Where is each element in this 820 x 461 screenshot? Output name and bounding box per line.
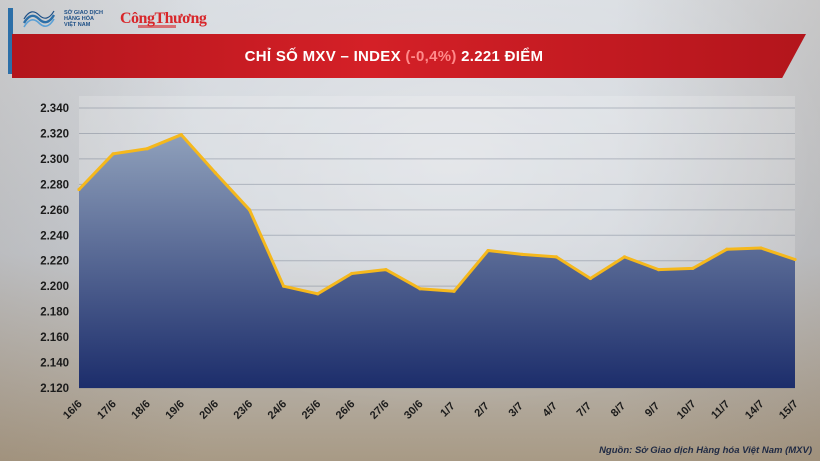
- data-point: [350, 271, 354, 276]
- y-tick-label: 2.120: [40, 383, 69, 395]
- org-line-1: SỞ GIAO DỊCH: [64, 10, 103, 16]
- data-point: [725, 247, 729, 251]
- data-point: [554, 255, 558, 259]
- x-tick-label: 30/6: [402, 398, 426, 422]
- x-tick-label: 18/6: [129, 398, 153, 422]
- area-fill: [79, 134, 795, 388]
- data-point: [384, 268, 388, 272]
- x-tick-label: 17/6: [95, 398, 119, 422]
- x-tick-label: 24/6: [266, 398, 290, 422]
- x-tick-label: 15/7: [777, 398, 801, 422]
- org-line-3: VIỆT NAM: [64, 22, 91, 28]
- y-tick-label: 2.160: [40, 332, 69, 344]
- x-tick-label: 7/7: [575, 400, 594, 419]
- title-banner: CHỈ SỐ MXV – INDEX (-0,4%) 2.221 ĐIỂM: [12, 34, 806, 78]
- x-tick-label: 3/7: [506, 400, 525, 419]
- x-tick-label: 8/7: [609, 400, 628, 419]
- brand-logo: CôngThương: [120, 10, 207, 28]
- x-tick-label: 9/7: [643, 400, 662, 419]
- data-point: [179, 133, 183, 137]
- data-point: [281, 284, 286, 288]
- series-line: [77, 133, 796, 296]
- y-tick-label: 2.220: [40, 256, 69, 268]
- x-tick-label: 27/6: [368, 398, 392, 422]
- brand-underline: [138, 25, 176, 28]
- y-tick-label: 2.140: [40, 358, 69, 370]
- data-point: [588, 276, 593, 281]
- data-point: [622, 255, 627, 259]
- data-point: [793, 257, 797, 262]
- data-point: [213, 171, 217, 175]
- x-tick-label: 11/7: [709, 398, 732, 421]
- header-logos: SỞ GIAO DỊCH HÀNG HÓA VIỆT NAM CôngThươn…: [22, 6, 207, 32]
- data-point: [520, 252, 524, 256]
- org-line-2: HÀNG HÓA: [64, 16, 94, 22]
- x-tick-label: 20/6: [197, 398, 221, 422]
- x-tick-label: 2/7: [472, 400, 491, 419]
- y-tick-label: 2.180: [40, 307, 69, 319]
- data-point: [759, 246, 763, 250]
- y-axis: 2.340 2.320 2.300 2.280 2.260 2.240 2.220 2.200…: [40, 103, 69, 395]
- data-point: [77, 187, 81, 192]
- x-tick-label: 19/6: [163, 398, 187, 422]
- data-point: [486, 248, 490, 253]
- title-change: (-0,4%): [405, 47, 457, 65]
- x-tick-label: 25/6: [300, 398, 324, 422]
- data-point: [247, 208, 252, 212]
- x-tick-label: 14/7: [743, 398, 767, 422]
- data-point: [657, 268, 661, 272]
- data-point: [111, 152, 115, 156]
- brand-name: CôngThương: [120, 10, 207, 27]
- x-axis: 16/6 17/6 18/6 19/6 20/6 23/6 24/6 25/6 26/6 27/6…: [61, 398, 801, 422]
- x-tick-label: 1/7: [438, 400, 457, 419]
- data-point: [316, 292, 320, 296]
- x-tick-label: 10/7: [675, 398, 699, 422]
- y-tick-label: 2.300: [40, 154, 69, 166]
- data-point: [418, 287, 422, 291]
- accent-bar: [8, 8, 13, 74]
- y-tick-label: 2.280: [40, 179, 69, 191]
- x-tick-label: 16/6: [61, 398, 85, 422]
- y-tick-label: 2.240: [40, 230, 69, 242]
- title-index-value: 2.221 ĐIỂM: [456, 47, 544, 65]
- x-tick-label: 4/7: [541, 400, 560, 419]
- x-tick-label: 26/6: [334, 398, 358, 422]
- y-tick-label: 2.340: [40, 103, 69, 115]
- data-point: [691, 266, 695, 270]
- y-tick-label: 2.320: [40, 128, 69, 140]
- source-note: Nguồn: Sở Giao dịch Hàng hóa Việt Nam (M…: [599, 445, 812, 456]
- data-point: [452, 289, 456, 293]
- mxv-logo-icon: [22, 10, 56, 28]
- mxv-org-name: SỞ GIAO DỊCH HÀNG HÓA VIỆT NAM: [64, 10, 112, 28]
- x-tick-label: 23/6: [232, 398, 256, 422]
- title-index-name: CHỈ SỐ MXV – INDEX: [244, 47, 406, 65]
- chart-title: CHỈ SỐ MXV – INDEX (-0,4%) 2.221 ĐIỂM: [245, 48, 574, 65]
- data-point: [145, 147, 149, 151]
- y-tick-label: 2.200: [40, 281, 69, 293]
- y-tick-label: 2.260: [40, 205, 69, 217]
